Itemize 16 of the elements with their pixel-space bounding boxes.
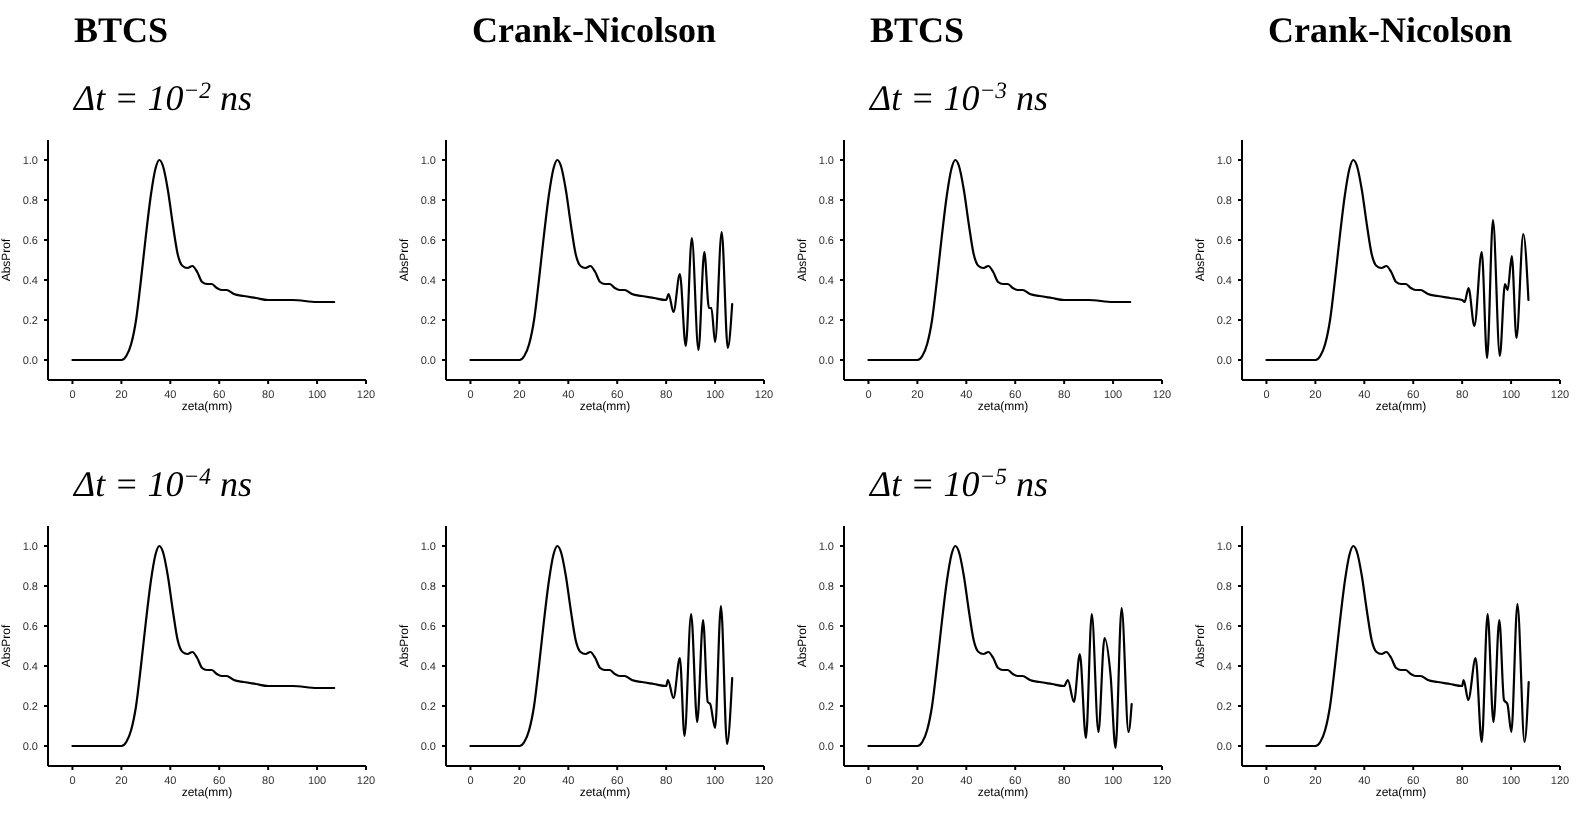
- chart-title: Crank-Nicolson: [472, 10, 717, 50]
- line-series: [71, 158, 336, 362]
- chart-subtitle: Δt = 10$^{−2}$ ns: [72, 77, 252, 118]
- line-series: [1265, 158, 1530, 362]
- line-series: [1265, 544, 1530, 748]
- chart-title: Crank-Nicolson: [1268, 10, 1513, 50]
- line-series: [469, 158, 734, 362]
- chart-subtitle: Δt = 10$^{−4}$ ns: [72, 463, 252, 504]
- chart-subtitle: Δt = 10$^{−3}$ ns: [868, 77, 1048, 118]
- chart-subtitle: Δt = 10$^{−5}$ ns: [868, 463, 1048, 504]
- line-series: [71, 544, 336, 748]
- line-series: [867, 158, 1132, 362]
- chart-title: BTCS: [870, 10, 965, 50]
- chart-title: BTCS: [74, 10, 169, 50]
- line-series: [867, 544, 1133, 750]
- line-series: [469, 544, 734, 748]
